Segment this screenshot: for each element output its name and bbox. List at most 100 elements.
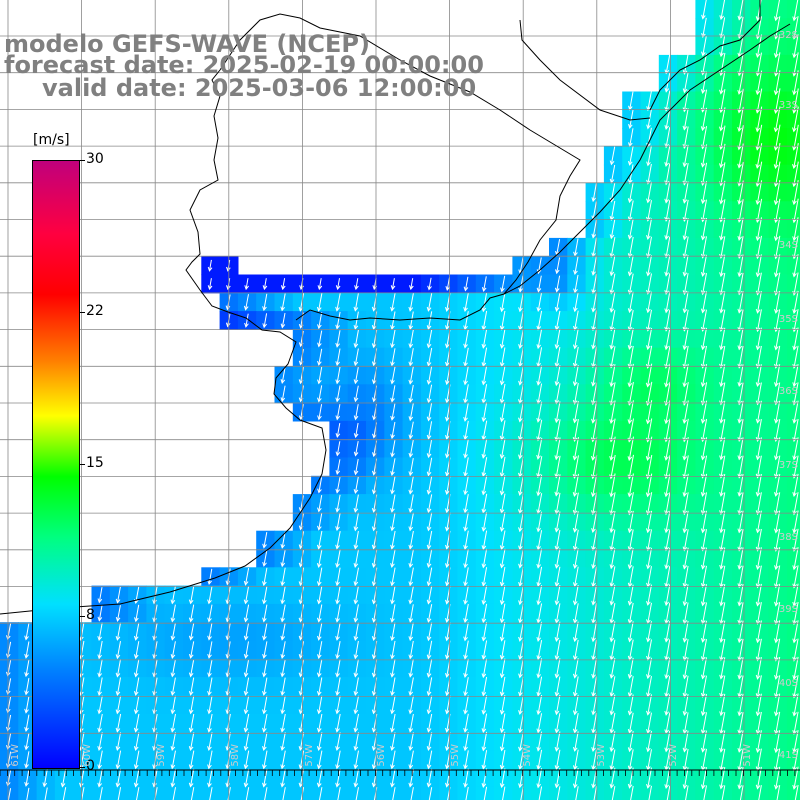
wind-arrow-head — [499, 783, 505, 789]
wind-arrow-head — [737, 638, 743, 644]
lat-label: 32S — [778, 30, 798, 41]
wind-arrow-head — [536, 765, 541, 771]
wind-arrow-head — [609, 637, 615, 643]
wind-arrow-head — [609, 363, 614, 369]
wind-arrow — [281, 695, 286, 714]
wind-arrow — [647, 218, 652, 240]
wind-arrow — [610, 712, 616, 733]
wind-arrow — [610, 510, 616, 533]
wind-arrow — [208, 641, 213, 658]
wind-arrow — [555, 676, 561, 696]
wind-arrow-head — [390, 617, 395, 623]
wind-arrow-head — [463, 508, 468, 514]
wind-arrow-head — [426, 563, 432, 569]
wind-arrow-head — [554, 673, 560, 679]
wind-arrow — [775, 528, 781, 551]
wind-arrow-head — [737, 619, 743, 625]
wind-arrow-head — [719, 784, 724, 790]
wind-arrow-head — [481, 563, 487, 569]
wind-arrow — [190, 604, 195, 622]
wind-arrow — [610, 621, 616, 642]
wind-arrow — [629, 566, 634, 587]
colorbar-tick-label: 30 — [86, 151, 104, 167]
wind-arrow — [610, 346, 616, 368]
wind-arrow-head — [536, 618, 541, 624]
wind-arrow — [537, 310, 543, 330]
wind-arrow — [793, 70, 799, 95]
wind-arrow-head — [115, 616, 121, 622]
wind-arrow — [464, 439, 469, 458]
wind-arrow — [555, 548, 561, 568]
wind-arrow — [519, 713, 524, 733]
wind-arrow-head — [591, 418, 596, 424]
wind-arrow-head — [390, 285, 396, 291]
wind-arrow — [647, 473, 653, 497]
wind-arrow-head — [774, 656, 779, 662]
wind-arrow — [116, 622, 121, 640]
wind-cell — [786, 585, 800, 605]
wind-arrow-head — [719, 638, 724, 644]
wind-arrow-head — [518, 527, 523, 533]
wind-arrow-head — [755, 619, 761, 625]
wind-arrow — [775, 638, 781, 661]
wind-cell — [786, 439, 800, 459]
wind-arrow-head — [481, 654, 487, 660]
wind-arrow — [738, 106, 744, 132]
wind-arrow-head — [518, 581, 523, 587]
wind-arrow — [592, 400, 598, 423]
wind-arrow-head — [554, 509, 560, 515]
wind-arrow-head — [499, 490, 505, 496]
wind-arrow — [665, 327, 671, 350]
wind-arrow-head — [682, 674, 688, 680]
wind-arrow — [409, 640, 414, 659]
wind-arrow-head — [609, 765, 615, 771]
lat-label: 35S — [778, 314, 798, 325]
wind-arrow-head — [737, 583, 743, 589]
wind-arrow-head — [755, 400, 761, 406]
wind-arrow — [135, 641, 140, 659]
wind-arrow-head — [755, 748, 761, 754]
wind-arrow-head — [646, 289, 651, 295]
wind-arrow-head — [591, 747, 596, 753]
wind-arrow-head — [207, 746, 212, 752]
wind-arrow-head — [609, 197, 615, 203]
wind-arrow-head — [390, 434, 395, 440]
wind-arrow-head — [463, 563, 468, 569]
wind-arrow-head — [573, 288, 578, 294]
wind-arrow — [464, 384, 469, 403]
wind-arrow — [464, 530, 469, 550]
wind-arrow-head — [115, 746, 121, 752]
wind-arrow — [720, 254, 726, 277]
wind-arrow-head — [188, 617, 194, 623]
wind-arrow — [354, 512, 359, 531]
wind-arrow — [775, 675, 781, 698]
wind-arrow — [647, 602, 652, 624]
wind-arrow-head — [700, 546, 706, 552]
wind-arrow — [756, 217, 762, 241]
wind-arrow — [483, 786, 488, 800]
wind-arrow-head — [353, 672, 359, 678]
wind-arrow-head — [646, 142, 651, 148]
wind-arrow-head — [792, 53, 797, 59]
wind-arrow — [592, 639, 597, 660]
wind-arrow-head — [335, 709, 340, 715]
wind-arrow — [738, 88, 744, 113]
wind-arrow — [464, 347, 469, 366]
wind-arrow — [428, 402, 433, 421]
wind-arrow — [610, 436, 616, 461]
wind-arrow — [318, 713, 323, 732]
wind-arrow — [501, 347, 506, 367]
wind-arrow-head — [773, 90, 779, 96]
wind-arrow — [720, 291, 726, 313]
wind-arrow — [537, 603, 543, 623]
wind-arrow-head — [390, 452, 395, 458]
wind-arrow-head — [481, 746, 487, 752]
wind-arrow — [738, 180, 744, 204]
wind-arrow — [793, 180, 799, 205]
wind-arrow — [263, 532, 268, 548]
wind-arrow-head — [518, 710, 523, 716]
wind-arrow — [647, 621, 652, 642]
model-title: modelo GEFS-WAVE (NCEP) — [4, 30, 370, 58]
wind-arrow-head — [774, 729, 779, 735]
wind-arrow — [683, 712, 689, 734]
